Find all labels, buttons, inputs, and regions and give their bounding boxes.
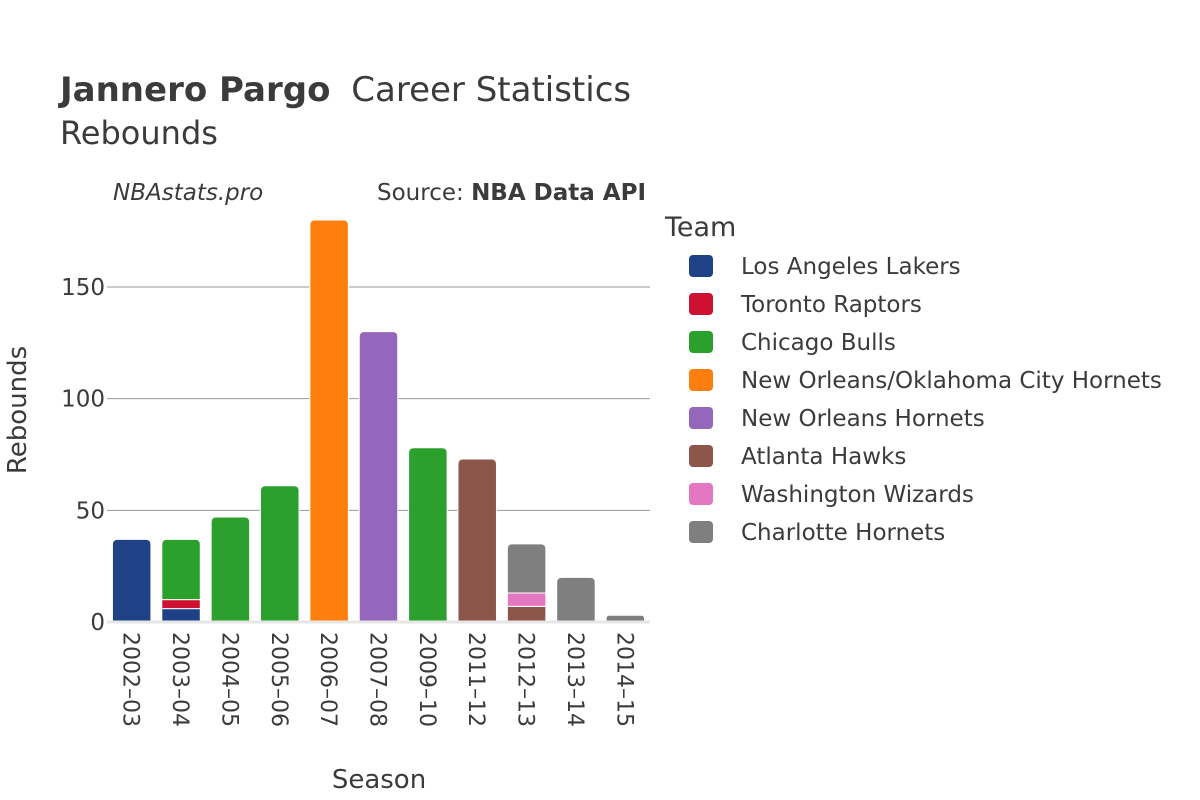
x-tick-label: 2007–08 xyxy=(365,632,390,727)
legend-swatch xyxy=(689,407,713,429)
bar-segment xyxy=(506,543,547,594)
bar-segment xyxy=(309,219,349,623)
x-tick-label: 2014–15 xyxy=(611,632,636,727)
x-axis-title: Season xyxy=(332,765,426,795)
x-tick-label: 2012–13 xyxy=(513,632,538,727)
bar-segment xyxy=(210,516,251,623)
x-tick-label: 2003–04 xyxy=(167,632,192,727)
legend-label: Charlotte Hornets xyxy=(741,520,945,546)
y-axis-title: Rebounds xyxy=(3,346,33,474)
x-tick-label: 2013–14 xyxy=(562,632,587,727)
bar-segment xyxy=(556,576,596,623)
legend-swatch xyxy=(689,255,713,277)
source-credit: Source: NBA Data API xyxy=(377,180,646,206)
y-tick-label: 150 xyxy=(61,275,105,301)
x-tick-label: 2006–07 xyxy=(315,632,340,727)
x-tick-label: 2004–05 xyxy=(216,632,241,727)
chart-title-player: Jannero Pargo xyxy=(58,70,330,110)
bar-segment xyxy=(161,599,201,610)
bar-segment xyxy=(161,538,201,601)
x-tick-label: 2002–03 xyxy=(118,632,143,727)
chart-title: Jannero Pargo Career Statistics xyxy=(58,70,631,110)
bar-segment xyxy=(506,592,547,607)
legend-label: Los Angeles Lakers xyxy=(741,254,961,280)
legend-label: Chicago Bulls xyxy=(741,330,896,356)
y-axis-ticks: 0 50 100 150 xyxy=(61,275,105,636)
bar-segment xyxy=(358,331,399,623)
y-tick-label: 0 xyxy=(90,610,105,636)
y-tick-label: 100 xyxy=(61,387,105,413)
legend-swatch xyxy=(689,521,713,543)
chart-title-rest: Career Statistics xyxy=(351,70,631,110)
legend-label: Washington Wizards xyxy=(741,482,974,508)
bar-segment xyxy=(408,447,448,623)
bar-segment xyxy=(506,605,547,623)
legend-label: New Orleans/Oklahoma City Hornets xyxy=(741,368,1162,394)
bar-segment xyxy=(457,458,497,623)
legend-swatch xyxy=(689,293,713,315)
chart-subtitle: Rebounds xyxy=(60,114,218,152)
legend-label: Toronto Raptors xyxy=(740,292,922,318)
source-label: Source: xyxy=(377,180,471,206)
legend-swatch xyxy=(689,331,713,353)
bar-segment xyxy=(605,614,646,623)
x-tick-label: 2011–12 xyxy=(463,632,488,727)
legend: Los Angeles Lakers Toronto Raptors Chicago… xyxy=(689,254,1162,546)
source-name: NBA Data API xyxy=(471,180,646,206)
site-credit: NBAstats.pro xyxy=(113,180,263,206)
legend-swatch xyxy=(689,445,713,467)
x-axis-ticks: 2002–03 2003–04 2004–05 2005–06 2006–07 2007–… xyxy=(118,632,637,727)
x-tick-label: 2005–06 xyxy=(266,632,291,727)
bar-segment xyxy=(111,538,152,623)
bar-segment xyxy=(161,608,201,623)
y-tick-label: 50 xyxy=(76,498,105,524)
legend-swatch xyxy=(689,483,713,505)
x-tick-label: 2009–10 xyxy=(414,632,439,727)
legend-swatch xyxy=(689,369,713,391)
bars xyxy=(111,219,646,623)
legend-title: Team xyxy=(664,212,736,243)
bar-segment xyxy=(260,485,300,623)
legend-label: Atlanta Hawks xyxy=(741,444,906,470)
legend-label: New Orleans Hornets xyxy=(741,406,985,432)
